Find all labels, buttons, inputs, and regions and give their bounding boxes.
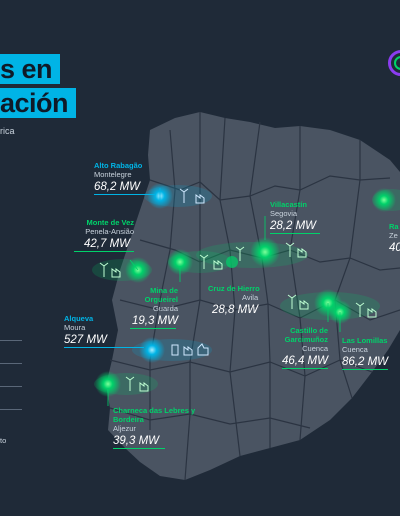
factory-icon <box>195 194 205 204</box>
site-label-monte-de-vez[interactable]: Monte de Vez Penela-Ansião 42,7 MW <box>66 218 134 252</box>
legend-rules <box>0 340 22 432</box>
wind-turbine-icon <box>285 242 295 257</box>
legend-fragment: to <box>0 436 7 445</box>
site-location: Cuenca <box>342 345 368 354</box>
factory-icon <box>297 248 307 258</box>
factory-icon <box>299 300 309 310</box>
site-pin-charneca <box>95 371 121 397</box>
title-line-1: s en <box>0 54 61 84</box>
site-location: Montelegre <box>94 170 132 179</box>
factory-icon <box>367 308 377 318</box>
site-location: Segovia <box>270 209 298 218</box>
facility-icons <box>99 188 377 392</box>
site-pin-cruz-de-hierro <box>226 256 238 268</box>
site-location: Aljezur <box>113 424 136 433</box>
site-label-las-lomillas[interactable]: Las Lomillas Cuenca 86,2 MW <box>342 336 388 370</box>
site-capacity: 86,2 MW <box>342 356 389 368</box>
thumbs-icon <box>197 343 209 356</box>
land-mass <box>106 112 400 480</box>
site-name: Alto Rabagão <box>94 161 143 170</box>
factory-icon <box>139 382 149 392</box>
brand-logo-icon <box>388 50 400 76</box>
site-location: Moura <box>64 323 86 332</box>
site-pin-alqueva <box>139 337 165 363</box>
wind-turbine-icon <box>179 188 189 203</box>
site-label-alqueva[interactable]: Alqueva Moura 527 MW <box>64 314 144 348</box>
site-location: Ze <box>389 231 398 240</box>
site-label-cruz-de-hierro[interactable]: Cruz de Hierro Avila 28,8 MW <box>208 284 260 316</box>
site-pin-mina-de-orgueirel <box>167 249 193 275</box>
site-capacity: 42,7 MW <box>84 238 131 250</box>
site-name: Mina de Orgueirel <box>144 286 178 304</box>
site-location: Avila <box>242 293 259 302</box>
site-name: Ra <box>389 222 399 231</box>
site-capacity: 19,3 MW <box>131 315 178 327</box>
underline <box>282 368 328 369</box>
site-name: Monte de Vez <box>86 218 134 227</box>
site-name: Charneca das Lebres y Bordeira <box>113 406 196 424</box>
island <box>393 214 400 240</box>
site-pin-ra-partial <box>372 188 396 212</box>
site-label-villacastin[interactable]: Villacastín Segovia 28,2 MW <box>270 200 320 234</box>
site-label-mina-de-orgueirel[interactable]: Mina de Orgueirel Guarda 19,3 MW <box>126 286 178 329</box>
underline <box>64 347 144 348</box>
site-name: Villacastín <box>270 200 307 209</box>
site-label-charneca[interactable]: Charneca das Lebres y Bordeira Aljezur 3… <box>113 406 199 449</box>
wind-turbine-icon <box>199 254 209 269</box>
site-capacity: 40 <box>389 242 400 254</box>
site-name: Castillo de Garcimuñoz <box>284 326 328 344</box>
wind-turbine-icon <box>355 302 365 317</box>
factory-icon <box>213 260 223 270</box>
underline <box>74 251 134 252</box>
site-name: Cruz de Hierro <box>208 284 260 293</box>
title-block: s en ación <box>0 54 77 122</box>
site-pin-villacastin <box>250 237 280 267</box>
site-name: Las Lomillas <box>342 336 388 345</box>
hydro-dam-icon <box>171 344 179 356</box>
factory-icon <box>111 268 121 278</box>
wind-turbine-icon <box>235 246 245 261</box>
site-name: Alqueva <box>64 314 94 323</box>
site-capacity: 527 MW <box>64 334 107 346</box>
leader-lines <box>107 188 341 406</box>
site-location: Penela-Ansião <box>85 227 134 236</box>
site-capacity: 28,2 MW <box>270 220 317 232</box>
site-label-castillo-garcimunoz[interactable]: Castillo de Garcimuñoz Cuenca 46,4 MW <box>278 326 328 369</box>
underline <box>94 194 156 195</box>
site-capacity: 46,4 MW <box>281 355 328 367</box>
site-location: Cuenca <box>302 344 328 353</box>
factory-icon <box>183 346 193 356</box>
site-label-ra-partial[interactable]: Ra Ze 40 <box>389 222 400 254</box>
site-label-alto-rabagao[interactable]: Alto Rabagão Montelegre 68,2 MW <box>94 161 156 195</box>
title-line-2: ación <box>0 88 77 118</box>
underline <box>130 328 176 329</box>
site-capacity: 28,8 MW <box>212 304 259 316</box>
site-markers <box>92 183 400 397</box>
underline <box>270 233 320 234</box>
underline <box>113 448 165 449</box>
site-capacity: 68,2 MW <box>94 181 141 193</box>
wind-turbine-icon <box>99 262 109 277</box>
site-location: Guarda <box>152 304 178 313</box>
subtitle: rica <box>0 126 15 136</box>
site-capacity: 39,3 MW <box>113 435 160 447</box>
wind-turbine-icon <box>125 376 135 391</box>
underline <box>342 369 388 370</box>
wind-turbine-icon <box>287 294 297 309</box>
